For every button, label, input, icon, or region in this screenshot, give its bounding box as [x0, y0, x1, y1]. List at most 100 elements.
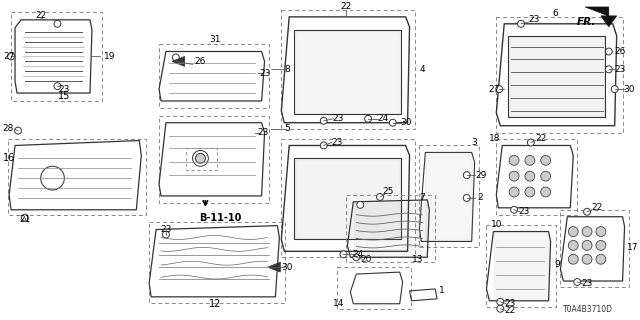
Text: 23: 23 — [581, 279, 593, 289]
Circle shape — [365, 115, 372, 122]
Text: 15: 15 — [58, 91, 70, 101]
Circle shape — [525, 171, 535, 181]
Circle shape — [541, 171, 550, 181]
Text: 22: 22 — [591, 203, 602, 212]
Circle shape — [509, 171, 519, 181]
Text: 22: 22 — [35, 12, 46, 20]
Circle shape — [611, 86, 618, 92]
Circle shape — [356, 201, 364, 208]
Circle shape — [172, 54, 179, 61]
Circle shape — [340, 251, 347, 258]
Text: 30: 30 — [282, 263, 293, 272]
Text: 23: 23 — [257, 128, 268, 137]
Text: 22: 22 — [504, 306, 516, 315]
Circle shape — [541, 156, 550, 165]
Text: 8: 8 — [284, 65, 290, 74]
Text: 2: 2 — [477, 193, 483, 203]
Text: 23: 23 — [259, 69, 270, 78]
Polygon shape — [268, 262, 280, 272]
Circle shape — [389, 119, 396, 126]
Text: 16: 16 — [3, 153, 15, 163]
Circle shape — [541, 187, 550, 197]
Text: 23: 23 — [528, 15, 540, 24]
Circle shape — [15, 127, 22, 134]
Text: B-11-10: B-11-10 — [199, 213, 241, 223]
Text: 29: 29 — [475, 171, 486, 180]
Text: 31: 31 — [209, 35, 221, 44]
Circle shape — [527, 139, 534, 146]
Text: 27: 27 — [489, 84, 500, 93]
Text: 14: 14 — [333, 299, 344, 308]
Circle shape — [596, 240, 606, 250]
Circle shape — [525, 156, 535, 165]
Bar — [346, 195, 435, 262]
Text: 23: 23 — [518, 207, 530, 216]
Circle shape — [582, 254, 592, 264]
Text: 23: 23 — [59, 84, 70, 93]
Circle shape — [605, 66, 612, 73]
Text: 23: 23 — [160, 225, 172, 234]
Text: 30: 30 — [624, 84, 636, 93]
Circle shape — [22, 214, 28, 221]
Text: 5: 5 — [284, 124, 290, 133]
Text: 12: 12 — [209, 299, 221, 309]
Text: 17: 17 — [627, 243, 638, 252]
Circle shape — [568, 254, 578, 264]
Text: 22: 22 — [340, 3, 352, 12]
Circle shape — [353, 254, 360, 261]
Text: 24: 24 — [378, 114, 388, 123]
Circle shape — [511, 206, 518, 213]
Text: 21: 21 — [19, 215, 31, 224]
Bar — [159, 116, 269, 203]
Circle shape — [596, 227, 606, 236]
Bar — [294, 30, 401, 114]
Text: 9: 9 — [555, 260, 561, 269]
Text: 1: 1 — [439, 286, 445, 295]
Circle shape — [568, 227, 578, 236]
Text: 3: 3 — [472, 138, 477, 147]
Text: FR.: FR. — [577, 17, 596, 27]
Text: 20: 20 — [360, 255, 372, 264]
Text: 4: 4 — [420, 65, 425, 74]
Text: 23: 23 — [331, 138, 342, 147]
Bar — [159, 44, 269, 108]
Text: T0A4B3710D: T0A4B3710D — [563, 305, 613, 314]
Circle shape — [596, 254, 606, 264]
Polygon shape — [585, 7, 617, 27]
Circle shape — [509, 187, 519, 197]
Text: 28: 28 — [3, 124, 14, 133]
Text: 26: 26 — [614, 47, 625, 56]
Circle shape — [320, 142, 327, 149]
Circle shape — [497, 298, 504, 305]
Bar — [337, 267, 410, 309]
Text: 23: 23 — [504, 299, 516, 308]
Circle shape — [582, 227, 592, 236]
Text: 18: 18 — [488, 134, 500, 143]
Text: 23: 23 — [333, 114, 344, 123]
Circle shape — [193, 150, 209, 166]
Circle shape — [54, 20, 61, 27]
Circle shape — [584, 208, 591, 215]
Circle shape — [518, 20, 524, 27]
Circle shape — [568, 240, 578, 250]
Circle shape — [582, 240, 592, 250]
Text: 10: 10 — [491, 220, 502, 229]
Circle shape — [8, 53, 15, 60]
Circle shape — [54, 83, 61, 90]
Circle shape — [463, 195, 470, 201]
Bar — [186, 148, 217, 170]
Circle shape — [320, 117, 327, 124]
Circle shape — [525, 187, 535, 197]
Text: 13: 13 — [412, 255, 423, 264]
Circle shape — [196, 153, 205, 163]
Text: 19: 19 — [104, 52, 115, 61]
Text: 25: 25 — [382, 188, 394, 196]
Circle shape — [163, 231, 170, 238]
Bar — [294, 158, 401, 239]
Text: 30: 30 — [400, 118, 412, 127]
Circle shape — [497, 305, 504, 312]
Text: 6: 6 — [552, 9, 558, 19]
Text: 24: 24 — [353, 250, 364, 259]
Text: 27: 27 — [3, 52, 15, 61]
Circle shape — [376, 194, 383, 200]
